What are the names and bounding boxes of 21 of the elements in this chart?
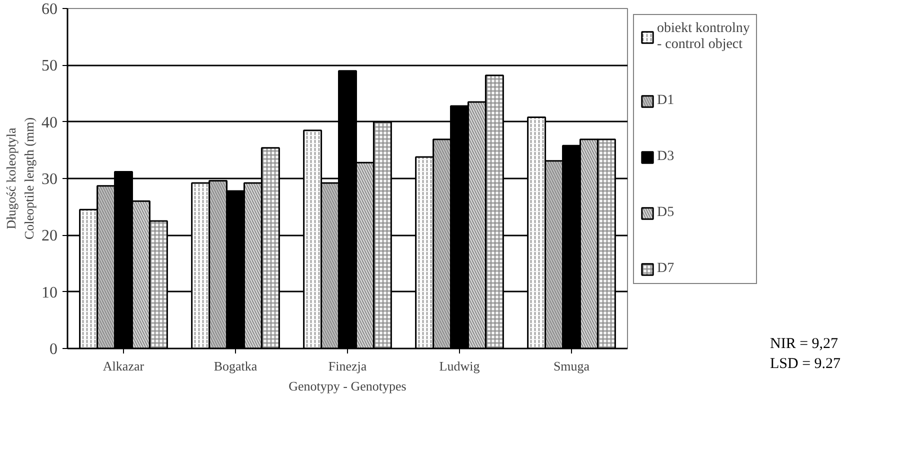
y-tick-label: 20 (42, 228, 58, 245)
x-tick-label: Finezja (328, 358, 367, 374)
y-tick-label: 10 (42, 284, 58, 302)
y-tick-label: 30 (42, 171, 58, 188)
y-tick-label: 0 (50, 341, 58, 358)
y-tick-label: 40 (42, 114, 58, 132)
y-tick-label: 50 (42, 58, 58, 75)
y-axis-title: Długość koleoptyla Coleoptile length (mm) (4, 117, 36, 240)
legend-label: D1 (657, 93, 676, 109)
x-tick-label: Smuga (553, 358, 590, 374)
legend-label: D7 (657, 261, 676, 277)
x-tick-label: Bogatka (214, 358, 258, 374)
y-tick-label: 60 (42, 1, 58, 18)
text: NIR = 9,27 (770, 336, 838, 352)
x-axis-title: Genotypy - Genotypes (288, 378, 406, 394)
legend-label: D5 (657, 205, 676, 221)
legend-label: D3 (657, 149, 676, 165)
text: LSD = 9.27 (770, 356, 841, 372)
x-tick-label: Ludwig (439, 358, 480, 374)
x-tick-label: Alkazar (102, 358, 145, 374)
legend-label: obiekt kontrolny - control object (657, 21, 750, 53)
